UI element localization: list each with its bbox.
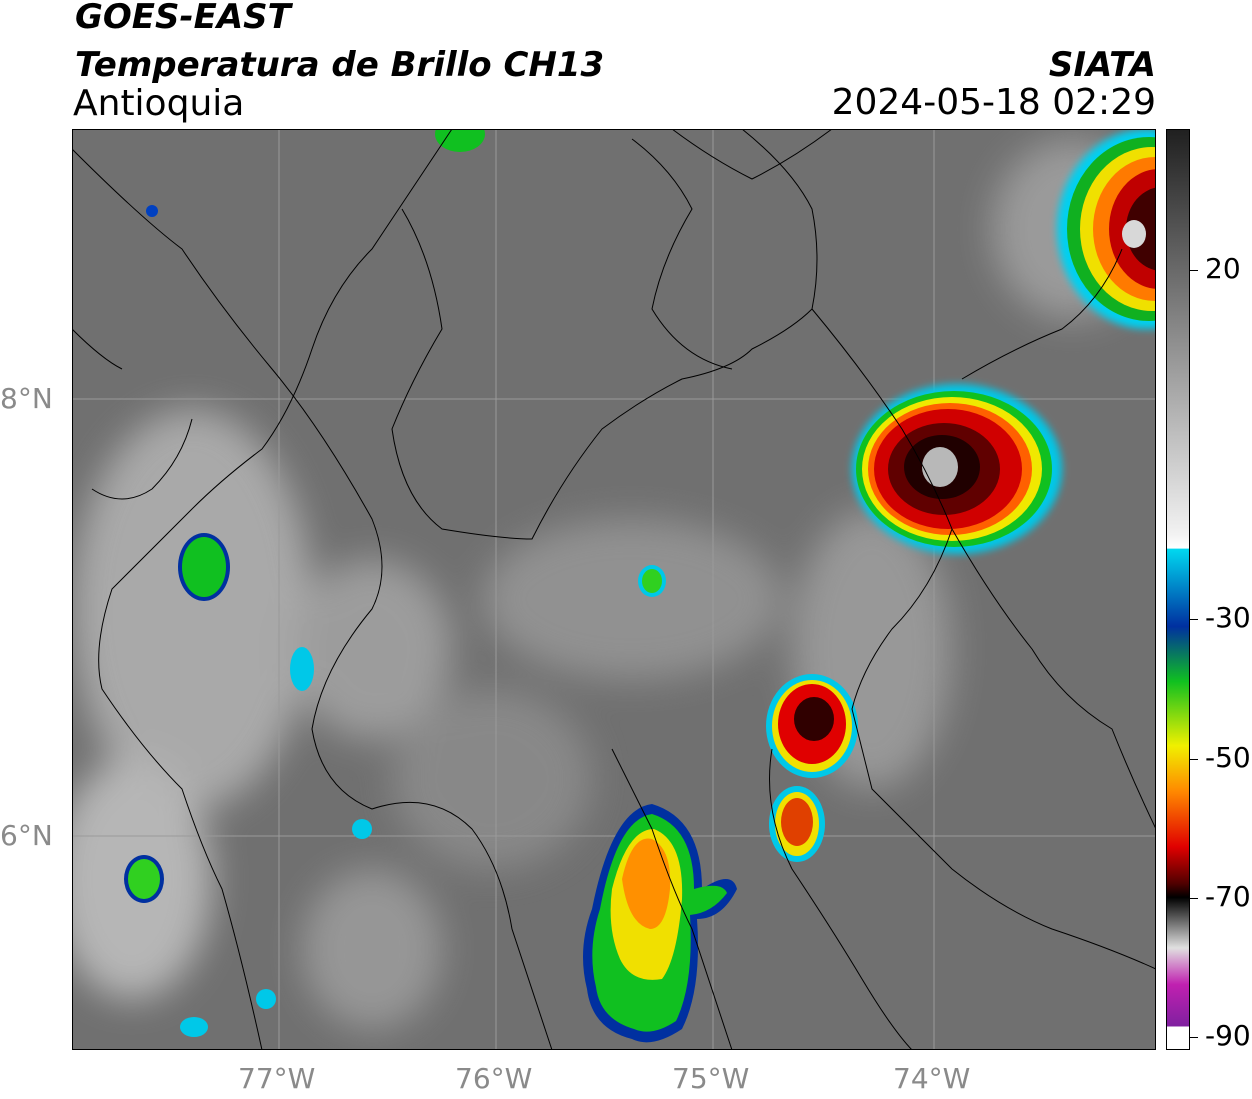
storm-cell-central-east	[766, 674, 858, 862]
storm-cell-northeast	[1057, 129, 1156, 329]
lon-label-76w: 76°W	[455, 1062, 533, 1095]
lat-label-6n: 6°N	[0, 819, 53, 852]
cb-tickmark-minus70	[1190, 898, 1198, 899]
cb-tickmark-minus30	[1190, 619, 1198, 620]
storm-cell-south	[583, 804, 737, 1043]
lon-label-74w: 74°W	[893, 1062, 971, 1095]
brand-label: SIATA	[1048, 45, 1156, 85]
cb-tickmark-20	[1190, 270, 1198, 271]
cb-tick-20: 20	[1205, 252, 1241, 285]
storm-cell-west	[178, 129, 666, 601]
colorbar	[1166, 129, 1190, 1050]
cb-tick-minus30: -30	[1205, 601, 1251, 634]
cb-tickmark-minus90	[1190, 1037, 1198, 1038]
storm-cell-southwest	[124, 205, 372, 1037]
lon-label-75w: 75°W	[672, 1062, 750, 1095]
storm-cell-east	[852, 384, 1062, 554]
cb-tick-minus70: -70	[1205, 880, 1251, 913]
lon-label-77w: 77°W	[238, 1062, 316, 1095]
cb-tick-minus90: -90	[1205, 1019, 1251, 1052]
cb-tick-minus50: -50	[1205, 741, 1251, 774]
datetime-label: 2024-05-18 02:29	[831, 82, 1156, 123]
map-canvas	[72, 129, 1156, 1050]
lat-label-8n: 8°N	[0, 382, 53, 415]
cb-tickmark-minus50	[1190, 759, 1198, 760]
region-label: Antioquia	[73, 83, 245, 124]
map-frame	[72, 129, 1156, 1050]
boundaries	[72, 129, 1156, 1050]
title-satellite: GOES-EAST	[75, 0, 291, 37]
title-product: Temperatura de Brillo CH13	[75, 45, 605, 85]
map-panel[interactable]	[72, 129, 1156, 1050]
